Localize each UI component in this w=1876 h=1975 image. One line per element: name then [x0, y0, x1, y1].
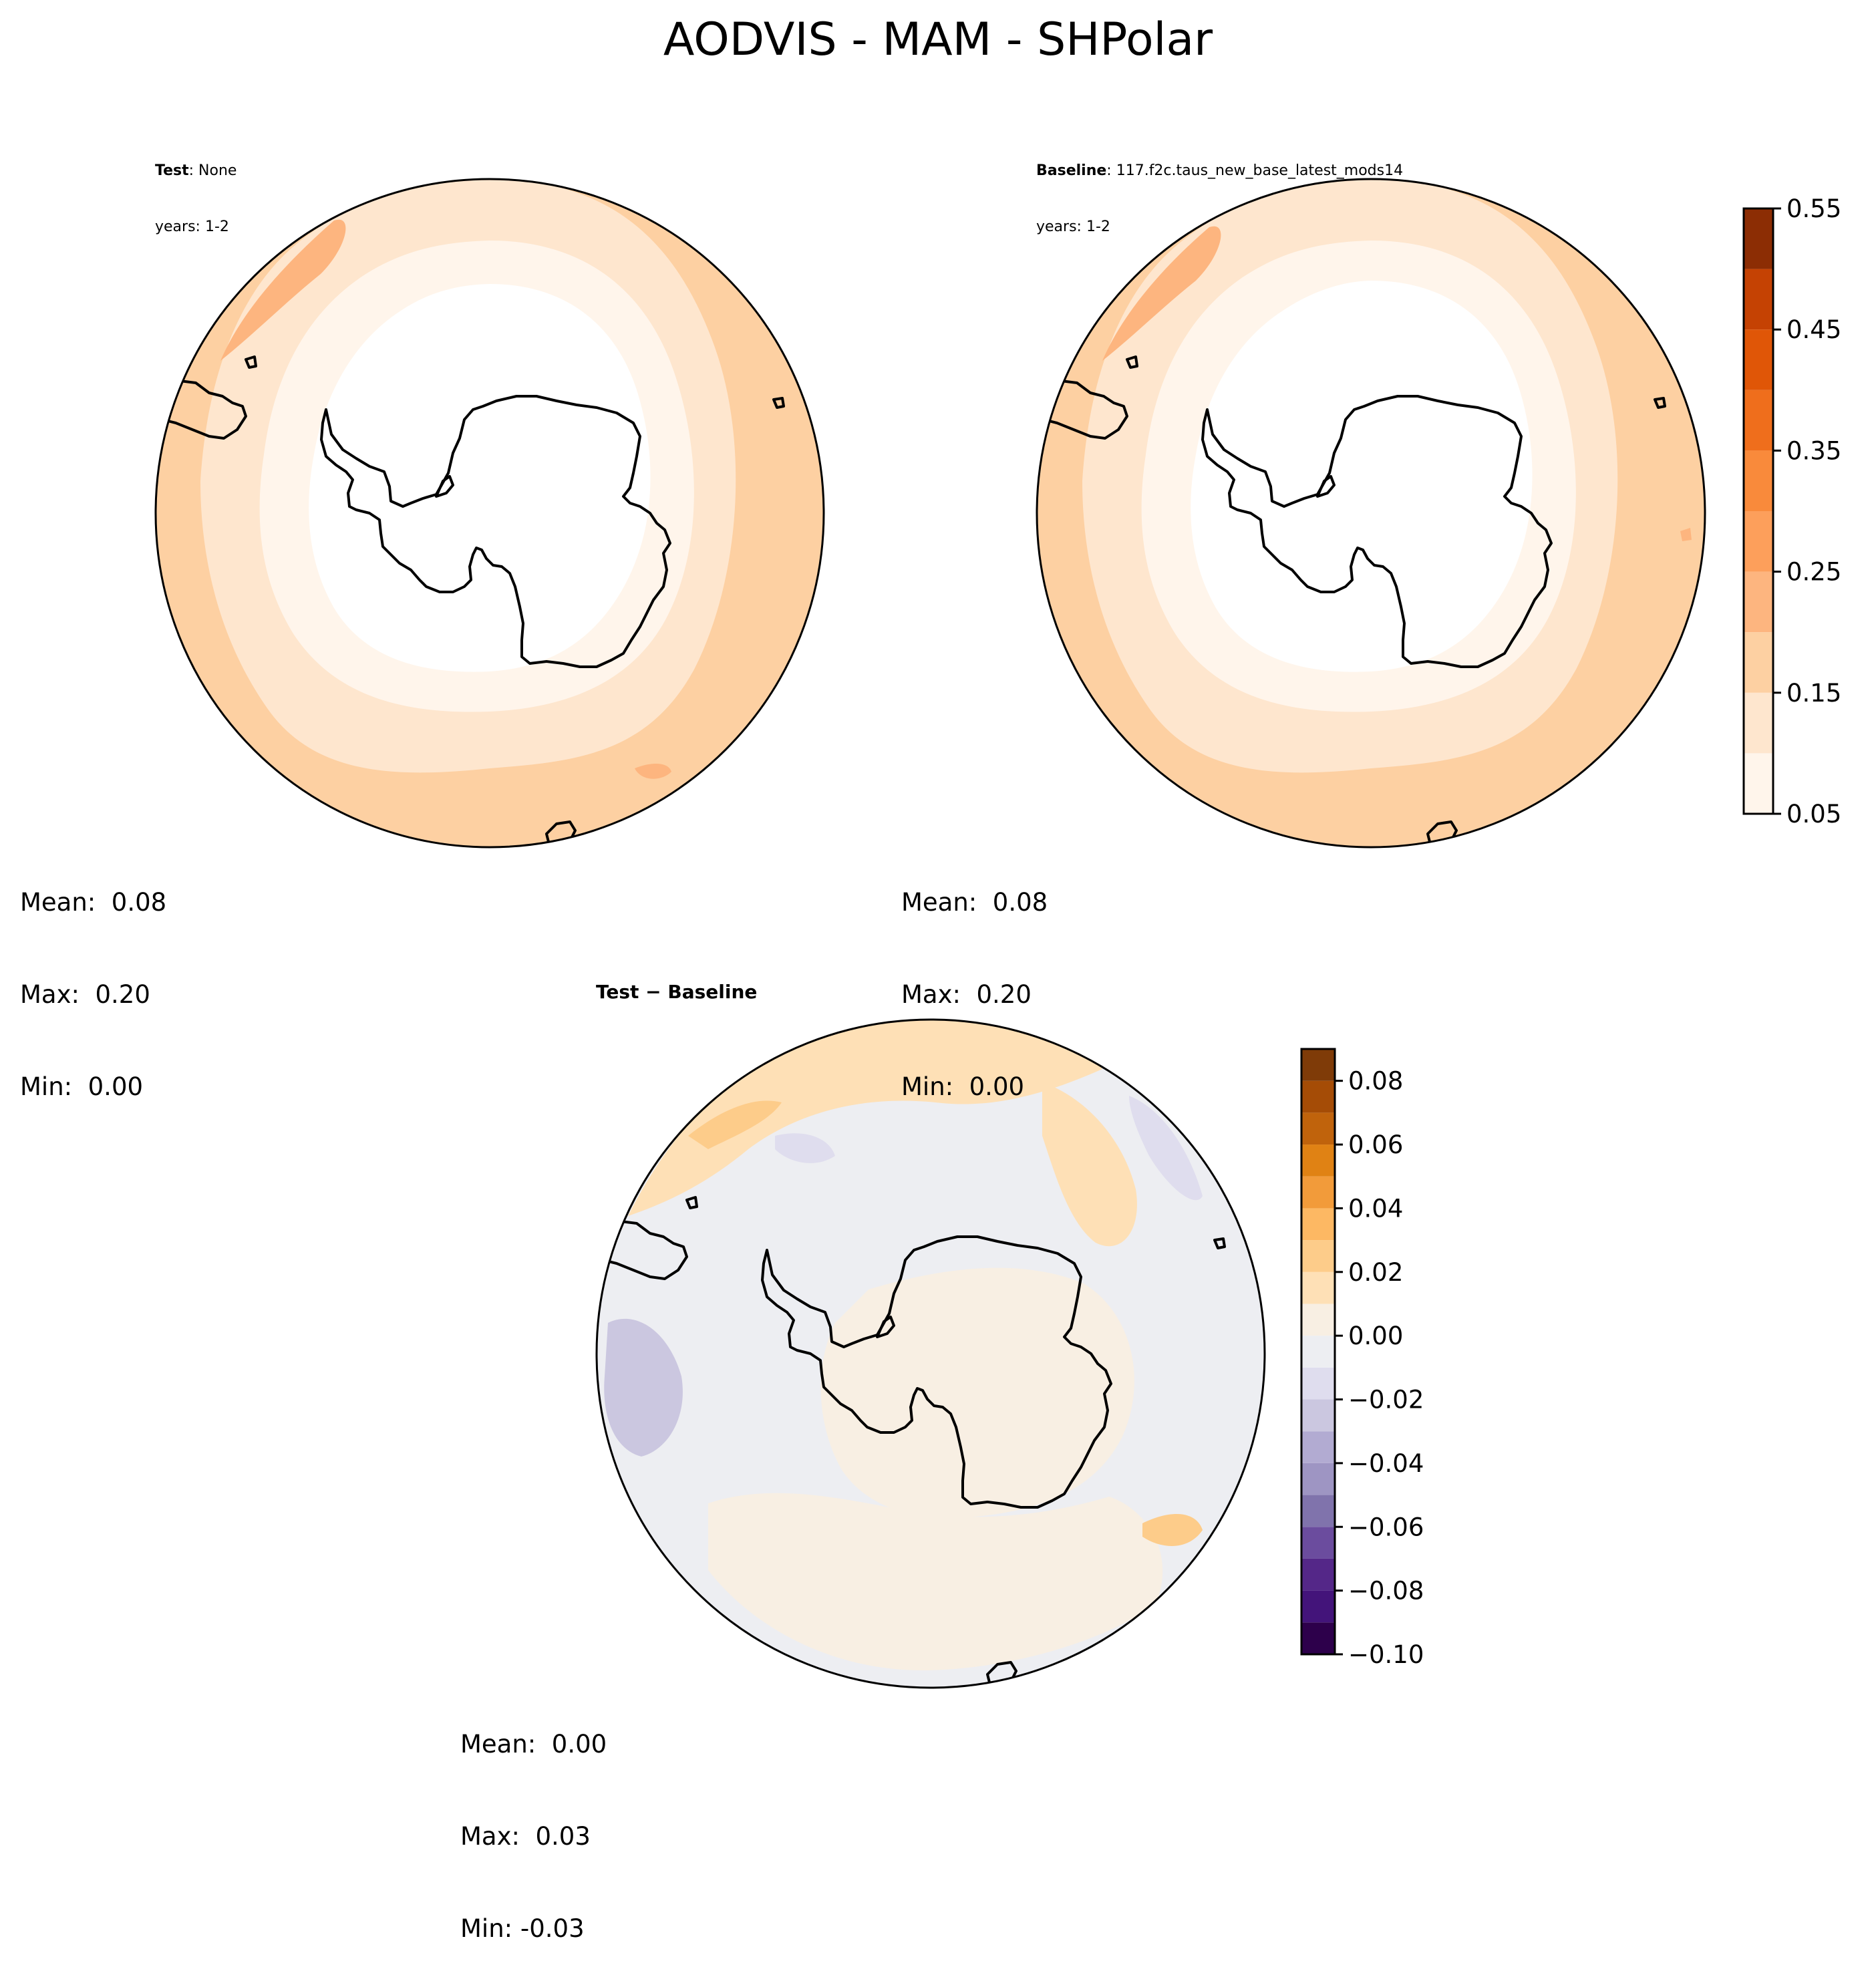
diff-colorbar-segment: [1301, 1622, 1335, 1654]
test-header-value: None: [198, 162, 237, 179]
main-colorbar-tick-label: 0.15: [1786, 679, 1841, 708]
baseline-stat-max: Max: 0.20: [901, 980, 1032, 1009]
baseline-header-separator: :: [1106, 162, 1116, 179]
diff-colorbar-segment: [1301, 1112, 1335, 1145]
baseline-stat-min: Min: 0.00: [901, 1072, 1025, 1101]
main-colorbar-segment: [1744, 692, 1773, 754]
main-colorbar-tick-label: 0.25: [1786, 558, 1841, 587]
diff-colorbar-segment: [1301, 1527, 1335, 1559]
diff-colorbar-segment: [1301, 1176, 1335, 1209]
diff-colorbar-segment: [1301, 1558, 1335, 1591]
diff-colorbar-tick-label: −0.06: [1348, 1513, 1424, 1541]
diff-east-negative: [1129, 1096, 1203, 1201]
main-colorbar-outline: [1742, 207, 1774, 815]
diff-west-negative: [775, 1133, 835, 1163]
test-stat-mean: Mean: 0.08: [20, 888, 167, 917]
test-atlantic-plume: [220, 219, 346, 361]
diff-atlantic-stronger: [688, 1100, 782, 1149]
main-colorbar-tick-label: 0.55: [1786, 194, 1841, 223]
test-header-separator: :: [188, 162, 199, 179]
baseline-stat-mean: Mean: 0.08: [901, 888, 1048, 917]
main-colorbar-tick-label: 0.05: [1786, 800, 1841, 828]
diff-colorbar-segment: [1301, 1431, 1335, 1463]
baseline-map: [1037, 179, 1705, 847]
baseline-header-value: 117.f2c.taus_new_base_latest_mods14: [1116, 162, 1404, 179]
diff-colorbar-segment: [1301, 1463, 1335, 1495]
main-colorbar-segment: [1744, 208, 1773, 269]
diff-colorbar-tick-label: −0.10: [1348, 1640, 1424, 1669]
diff-south-positive: [708, 1493, 1163, 1670]
main-colorbar-segment: [1744, 511, 1773, 572]
diff-colorbar-segment: [1301, 1336, 1335, 1368]
test-stat-max: Max: 0.20: [20, 980, 150, 1009]
diff-colorbar-segment: [1301, 1495, 1335, 1527]
diff-colorbar-segment: [1301, 1145, 1335, 1177]
diff-interior-positive: [820, 1267, 1134, 1519]
diff-colorbar-tick-label: 0.04: [1348, 1194, 1403, 1223]
diff-colorbar-segment: [1301, 1271, 1335, 1304]
diff-colorbar-segment: [1301, 1208, 1335, 1241]
diff-panel-header: Test − Baseline: [596, 981, 758, 1003]
test-years: years: 1-2: [155, 218, 229, 235]
main-colorbar-segment: [1744, 571, 1773, 633]
diff-colorbar-tick-label: −0.04: [1348, 1449, 1424, 1478]
test-map: [156, 179, 824, 847]
test-band-interior: [309, 284, 651, 672]
diff-map-boundary: [595, 1018, 1266, 1689]
figure-canvas: 0.050.150.250.350.450.55 0.080.060.040.0…: [154, 178, 1841, 1689]
diff-colorbar-segment: [1301, 1049, 1335, 1081]
diff-colorbar-outline: [1300, 1048, 1336, 1656]
diff-colorbar-tick-label: 0.08: [1348, 1067, 1403, 1096]
diff-atlantic-positive: [628, 1020, 1102, 1216]
diff-pacific-negative: [604, 1318, 683, 1457]
diff-colorbar-segment: [1301, 1590, 1335, 1623]
baseline-band-interior: [1191, 281, 1533, 672]
diff-colorbar-segment: [1301, 1367, 1335, 1400]
diff-indian-positive: [1042, 1082, 1137, 1247]
diff-stat-mean: Mean: 0.00: [460, 1730, 607, 1759]
diff-colorbar-tick-label: −0.02: [1348, 1386, 1424, 1414]
diff-colorbar-segment: [1301, 1399, 1335, 1432]
test-stats: Mean: 0.08 Max: 0.20 Min: 0.00: [20, 826, 166, 1133]
baseline-stats: Mean: 0.08 Max: 0.20 Min: 0.00: [901, 826, 1048, 1133]
baseline-atlantic-plume: [1102, 226, 1221, 361]
baseline-panel-header: Baseline: 117.f2c.taus_new_base_latest_m…: [1036, 124, 1403, 255]
diff-stat-min: Min: -0.03: [460, 1914, 585, 1943]
test-header-label: Test: [155, 162, 189, 179]
diff-map: [597, 1020, 1265, 1688]
test-panel-header: Test: None years: 1-2: [155, 124, 237, 255]
main-colorbar-tick-label: 0.35: [1786, 436, 1841, 465]
main-colorbar: 0.05 0.15 0.25 0.35 0.45 0.55: [1742, 194, 1841, 828]
diff-colorbar-segment: [1301, 1304, 1335, 1336]
test-stat-min: Min: 0.00: [20, 1072, 144, 1101]
main-colorbar-segment: [1744, 753, 1773, 814]
diff-colorbar-segment: [1301, 1240, 1335, 1272]
diff-colorbar-tick-label: 0.06: [1348, 1130, 1403, 1159]
diff-colorbar-tick-label: 0.00: [1348, 1322, 1403, 1350]
diff-south-indian-patch: [1142, 1514, 1203, 1546]
diff-colorbar-segment: [1301, 1080, 1335, 1113]
baseline-years: years: 1-2: [1036, 218, 1110, 235]
diff-colorbar: 0.08 0.06 0.04 0.02 0.00 −0.02 −0.04 −0.06 −0.08…: [1300, 1048, 1424, 1669]
baseline-header-label: Baseline: [1036, 162, 1107, 179]
baseline-east-patch: [1680, 528, 1692, 541]
main-colorbar-segment: [1744, 269, 1773, 330]
main-colorbar-segment: [1744, 390, 1773, 451]
main-colorbar-segment: [1744, 329, 1773, 390]
diff-colorbar-tick-label: 0.02: [1348, 1258, 1403, 1287]
diff-colorbar-tick-label: −0.08: [1348, 1577, 1424, 1606]
test-indian-patch: [635, 764, 671, 779]
main-colorbar-segment: [1744, 450, 1773, 511]
main-colorbar-segment: [1744, 632, 1773, 693]
test-map-boundary: [154, 178, 825, 849]
main-colorbar-tick-label: 0.45: [1786, 315, 1841, 344]
baseline-map-boundary: [1036, 178, 1706, 849]
diff-stats: Mean: 0.00 Max: 0.03 Min: -0.03: [460, 1668, 607, 1975]
diff-stat-max: Max: 0.03: [460, 1822, 591, 1851]
figure-title: AODVIS - MAM - SHPolar: [663, 13, 1213, 66]
